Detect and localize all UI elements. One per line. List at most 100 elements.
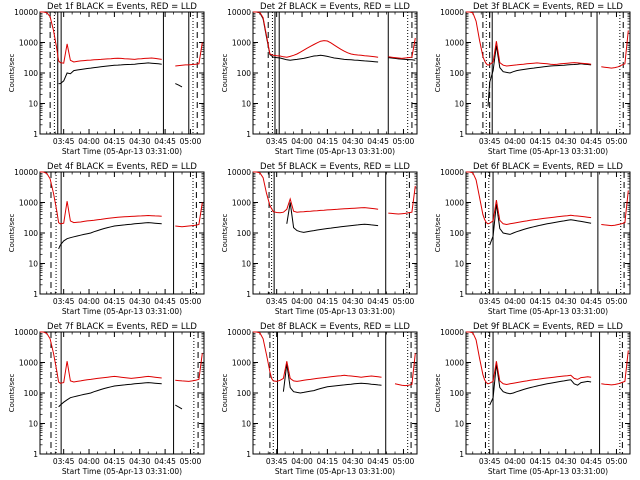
x-tick-label: 04:30 [555, 297, 577, 306]
y-tick-label: 1 [33, 450, 38, 459]
x-axis-label: Start Time (05-Apr-13 03:31:00) [488, 467, 608, 476]
y-tick-label: 1000 [445, 359, 464, 368]
series-line-lld [175, 42, 203, 67]
x-tick-label: 04:45 [367, 297, 389, 306]
y-axis-label: Counts/sec [8, 214, 16, 253]
series-line-events [388, 57, 416, 61]
plot-frame [465, 171, 631, 295]
series-line-events [58, 382, 162, 408]
chart-panel-9: Det 9f BLACK = Events, RED = LLD 1 10 100 10… [434, 322, 631, 476]
y-axis-label: Counts/sec [434, 54, 442, 93]
y-tick-label: 100 [24, 229, 39, 238]
x-tick-label: 04:00 [504, 297, 526, 306]
y-tick-label: 1 [33, 130, 38, 139]
chart-title: Det 7f BLACK = Events, RED = LLD [47, 322, 197, 332]
series-line-lld [601, 190, 629, 227]
series-line-lld [601, 350, 629, 386]
x-tick-label: 04:00 [78, 137, 100, 146]
x-tick-label: 04:15 [104, 457, 126, 466]
y-tick-label: 10 [28, 100, 38, 109]
x-tick-label: 04:45 [154, 457, 176, 466]
y-axis-label: Counts/sec [221, 54, 229, 93]
x-tick-label: 04:00 [504, 457, 526, 466]
chart-title: Det 5f BLACK = Events, RED = LLD [260, 162, 410, 172]
y-tick-label: 1000 [445, 199, 464, 208]
y-tick-label: 100 [450, 229, 465, 238]
series-line-lld [388, 37, 416, 59]
series-line-lld [394, 353, 416, 387]
chart-title: Det 9f BLACK = Events, RED = LLD [473, 322, 623, 332]
x-axis-label: Start Time (05-Apr-13 03:31:00) [62, 467, 182, 476]
x-tick-label: 04:00 [78, 457, 100, 466]
x-tick-label: 05:00 [180, 457, 202, 466]
y-axis-label: Counts/sec [434, 374, 442, 413]
y-tick-label: 1 [459, 290, 464, 299]
x-tick-label: 04:45 [367, 457, 389, 466]
x-tick-label: 04:15 [530, 137, 552, 146]
series-line-events [489, 363, 592, 406]
x-tick-label: 03:45 [479, 457, 501, 466]
x-tick-label: 03:45 [53, 137, 75, 146]
y-tick-label: 10 [454, 420, 464, 429]
series-line-lld [175, 353, 203, 382]
x-tick-label: 03:45 [479, 137, 501, 146]
chart-panel-4: Det 4f BLACK = Events, RED = LLD 1 10 100 10… [8, 162, 205, 316]
y-axis-label: Counts/sec [8, 374, 16, 413]
chart-title: Det 6f BLACK = Events, RED = LLD [473, 162, 623, 172]
x-tick-label: 04:30 [555, 137, 577, 146]
x-tick-label: 04:15 [104, 137, 126, 146]
plot-frame [465, 331, 631, 455]
plot-frame [252, 171, 418, 295]
y-tick-label: 100 [450, 389, 465, 398]
chart-panel-1: Det 1f BLACK = Events, RED = LLD 1 10 100 10… [8, 2, 205, 156]
y-tick-label: 1000 [445, 39, 464, 48]
x-tick-label: 04:15 [104, 297, 126, 306]
series-line-events [253, 11, 379, 63]
series-line-events [282, 363, 382, 394]
y-tick-label: 10000 [227, 328, 251, 337]
x-tick-label: 04:30 [342, 137, 364, 146]
y-tick-label: 10 [454, 100, 464, 109]
chart-panel-3: Det 3f BLACK = Events, RED = LLD 1 10 100 10… [434, 2, 631, 156]
y-tick-label: 1 [246, 290, 251, 299]
x-tick-label: 04:00 [291, 137, 313, 146]
x-axis-label: Start Time (05-Apr-13 03:31:00) [488, 147, 608, 156]
chart-panel-8: Det 8f BLACK = Events, RED = LLD 1 10 100 10… [221, 322, 418, 476]
series-line-events [58, 62, 162, 85]
series-line-events [487, 45, 592, 107]
chart-title: Det 2f BLACK = Events, RED = LLD [260, 2, 410, 12]
x-tick-label: 04:45 [154, 137, 176, 146]
y-axis-label: Counts/sec [221, 214, 229, 253]
y-tick-label: 10 [454, 260, 464, 269]
x-tick-label: 03:45 [266, 137, 288, 146]
series-line-events [175, 83, 183, 88]
x-tick-label: 03:45 [266, 457, 288, 466]
y-tick-label: 10000 [14, 8, 38, 17]
y-tick-label: 1000 [232, 199, 251, 208]
plot-frame [252, 11, 418, 135]
x-tick-label: 04:30 [129, 457, 151, 466]
y-tick-label: 1000 [19, 39, 38, 48]
y-tick-label: 10 [28, 260, 38, 269]
y-tick-label: 1000 [19, 199, 38, 208]
y-tick-label: 100 [24, 389, 39, 398]
x-tick-label: 03:45 [53, 457, 75, 466]
x-tick-label: 04:15 [317, 457, 339, 466]
y-tick-label: 10000 [14, 168, 38, 177]
series-line-lld [388, 185, 416, 215]
series-line-lld [40, 331, 162, 384]
y-tick-label: 10 [241, 100, 251, 109]
y-tick-label: 10000 [440, 328, 464, 337]
plot-frame [39, 11, 205, 135]
y-axis-label: Counts/sec [434, 214, 442, 253]
y-tick-label: 1 [246, 450, 251, 459]
y-tick-label: 1 [246, 130, 251, 139]
x-tick-label: 05:00 [180, 297, 202, 306]
chart-title: Det 4f BLACK = Events, RED = LLD [47, 162, 197, 172]
x-tick-label: 04:45 [580, 137, 602, 146]
y-tick-label: 100 [237, 229, 252, 238]
x-axis-label: Start Time (05-Apr-13 03:31:00) [275, 147, 395, 156]
y-tick-label: 1000 [232, 39, 251, 48]
y-tick-label: 100 [237, 69, 252, 78]
